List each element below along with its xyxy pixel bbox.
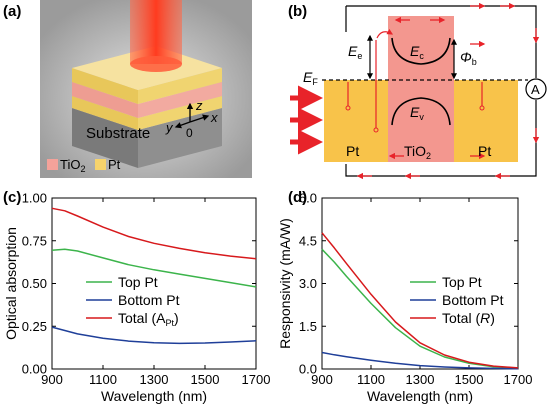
- chart-d: (d) 900 1100 1300 1500 1700 0.0 1.5 3.0 4.5 6.0 Wav…: [277, 189, 532, 404]
- y-tick-label: 6.0: [299, 191, 317, 206]
- x-tick-label: 1300: [140, 372, 169, 387]
- electron-injection-arrow: [376, 28, 394, 39]
- legend-tio2-label: TiO2: [60, 157, 85, 174]
- pt-bottom-right: [138, 96, 222, 130]
- axis-x-label: x: [210, 110, 218, 125]
- legend-label-1: Bottom Pt: [118, 292, 180, 308]
- legend-tio2-swatch: [47, 159, 58, 170]
- y-tick-label: 0.75: [22, 233, 47, 248]
- legend-label-2: Total (R): [442, 310, 495, 326]
- y-tick-label: 0.25: [22, 319, 47, 334]
- y-axis-arrow: [174, 121, 191, 129]
- x-tick-label: 1300: [406, 372, 435, 387]
- panel-a-label: (a): [3, 3, 21, 20]
- y-tick-label: 0.0: [299, 362, 317, 377]
- tio2-layer-right: [138, 82, 222, 118]
- y-tick-label: 1.00: [22, 191, 47, 206]
- x-tick-label: 1100: [357, 372, 385, 387]
- series-line-0: [51, 248, 257, 288]
- pt-right-block: [452, 80, 518, 162]
- ef-label: EF: [303, 69, 318, 87]
- circuit-top-wire: [346, 5, 537, 78]
- tio2-label: TiO2: [404, 143, 431, 161]
- ee-label: Ee: [348, 43, 362, 61]
- axis-y-label: y: [165, 120, 174, 135]
- pt-top-left: [72, 68, 138, 104]
- x-tick-label: 1500: [455, 372, 484, 387]
- axis-z-label: z: [195, 98, 203, 113]
- legend-label-0: Top Pt: [442, 274, 482, 290]
- ec-label: Ec: [410, 43, 424, 61]
- legend-label-1: Bottom Pt: [442, 292, 504, 308]
- series-line-2: [321, 232, 519, 369]
- ev-label: Ev: [410, 104, 424, 122]
- x-axis-label: Wavelength (nm): [367, 388, 473, 404]
- series-line-1: [51, 326, 257, 345]
- y-tick-label: 0.00: [22, 362, 47, 377]
- ammeter-label: A: [531, 82, 540, 97]
- ammeter: [525, 78, 547, 100]
- series-line-1: [321, 351, 519, 370]
- conduction-band: [391, 37, 451, 65]
- y-tick-label: 3.0: [299, 276, 317, 291]
- pt-right-label: Pt: [478, 143, 491, 159]
- axis-origin-label: 0: [186, 126, 193, 140]
- y-tick-label: 1.5: [299, 319, 317, 334]
- y-axis-label: Optical absorption: [3, 227, 19, 340]
- x-tick-label: 1500: [191, 372, 220, 387]
- substrate-label: Substrate: [86, 125, 150, 142]
- laser-spot: [130, 56, 182, 72]
- y-axis-label: Responsivity (mA/W): [277, 218, 293, 349]
- panel-b: (b) EF Ec Ev Ee Φb: [288, 2, 547, 180]
- hole-right: [479, 105, 485, 111]
- pt-left-block: [324, 80, 390, 162]
- legend-label-2: Total (APt): [118, 310, 179, 328]
- panel-b-label: (b): [288, 3, 307, 20]
- valence-band: [391, 97, 451, 126]
- laser-beam: [130, 0, 182, 64]
- series-line-2: [51, 207, 257, 260]
- panel-label: (d): [288, 189, 307, 206]
- panel-a: z y x 0 Substrate (a) TiO2 Pt: [3, 0, 252, 178]
- chart-c: (c) 900 1100 1300 1500 1700 0.00 0.25 0.50 0.75 1.…: [3, 189, 270, 404]
- x-axis-label: Wavelength (nm): [101, 388, 207, 404]
- y-tick-label: 4.5: [299, 233, 317, 248]
- hole-left: [345, 105, 351, 111]
- phi-b-label: Φb: [460, 49, 477, 67]
- x-tick-label: 1700: [504, 372, 533, 387]
- pt-left-label: Pt: [346, 143, 359, 159]
- x-tick-label: 900: [41, 372, 63, 387]
- legend-label-0: Top Pt: [118, 274, 158, 290]
- hole-mid: [373, 127, 379, 133]
- y-tick-label: 0.50: [22, 276, 47, 291]
- x-tick-label: 1100: [89, 372, 117, 387]
- pt-top-right: [138, 68, 222, 104]
- x-tick-label: 1700: [242, 372, 271, 387]
- tio2-block: [388, 16, 454, 162]
- series-line-0: [321, 248, 519, 369]
- substrate-right-face: [138, 108, 222, 168]
- legend-pt-swatch: [95, 159, 106, 170]
- pt-bottom-left: [72, 96, 138, 130]
- substrate-left-face: [72, 108, 138, 168]
- legend-pt-label: Pt: [108, 157, 121, 172]
- x-axis-arrow: [189, 114, 210, 123]
- tio2-layer-left: [72, 82, 138, 118]
- x-tick-label: 900: [311, 372, 333, 387]
- panel-label: (c): [3, 189, 21, 206]
